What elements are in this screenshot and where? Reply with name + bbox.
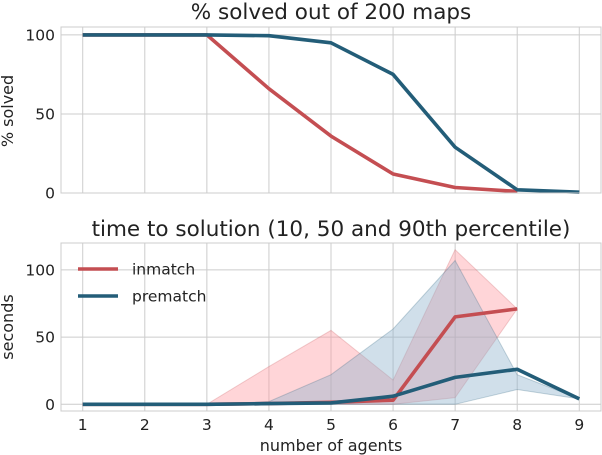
top-y-tick-label: 0 (45, 185, 55, 203)
top-chart-grid (61, 27, 601, 194)
bottom-chart-x-ticks: 1 2 3 4 5 6 7 8 9 (78, 416, 584, 434)
legend-label-prematch: prematch (132, 288, 206, 306)
x-tick-label: 2 (140, 416, 150, 434)
bottom-chart-y-ticks: 0 50 100 (25, 261, 55, 413)
bottom-chart-frame (60, 242, 602, 412)
top-chart-frame (60, 26, 602, 194)
top-chart-title: % solved out of 200 maps (191, 0, 471, 25)
top-chart: 0 50 100 (25, 26, 602, 203)
bottom-chart-lines (82, 307, 581, 407)
bottom-chart-y-axis-label: seconds (0, 294, 17, 359)
top-chart-y-ticks: 0 50 100 (25, 26, 55, 202)
top-y-tick-label: 100 (25, 26, 55, 44)
x-tick-label: 5 (326, 416, 336, 434)
x-tick-label: 7 (450, 416, 460, 434)
top-series-line-prematch (82, 33, 580, 194)
x-tick-label: 9 (574, 416, 584, 434)
legend-label-inmatch: inmatch (132, 261, 195, 279)
x-tick-label: 8 (512, 416, 522, 434)
x-axis-label: number of agents (260, 436, 403, 455)
bottom-y-tick-label: 50 (35, 329, 55, 347)
bottom-y-tick-label: 100 (25, 261, 55, 279)
bottom-y-tick-label: 0 (45, 396, 55, 414)
top-y-tick-label: 50 (35, 105, 55, 123)
bottom-chart-title: time to solution (10, 50 and 90th percen… (92, 217, 571, 242)
top-chart-lines (82, 33, 580, 194)
bottom-chart: 0 50 100 1 2 3 4 5 6 7 8 9 inmatch prematch (25, 242, 602, 434)
top-series-line-inmatch (82, 33, 518, 194)
series-line-prematch (82, 367, 581, 407)
x-tick-label: 6 (388, 416, 398, 434)
x-tick-label: 3 (202, 416, 212, 434)
legend: inmatch prematch (78, 261, 206, 306)
x-tick-label: 1 (78, 416, 88, 434)
top-chart-y-axis-label: % solved (0, 75, 17, 147)
x-tick-label: 4 (264, 416, 274, 434)
